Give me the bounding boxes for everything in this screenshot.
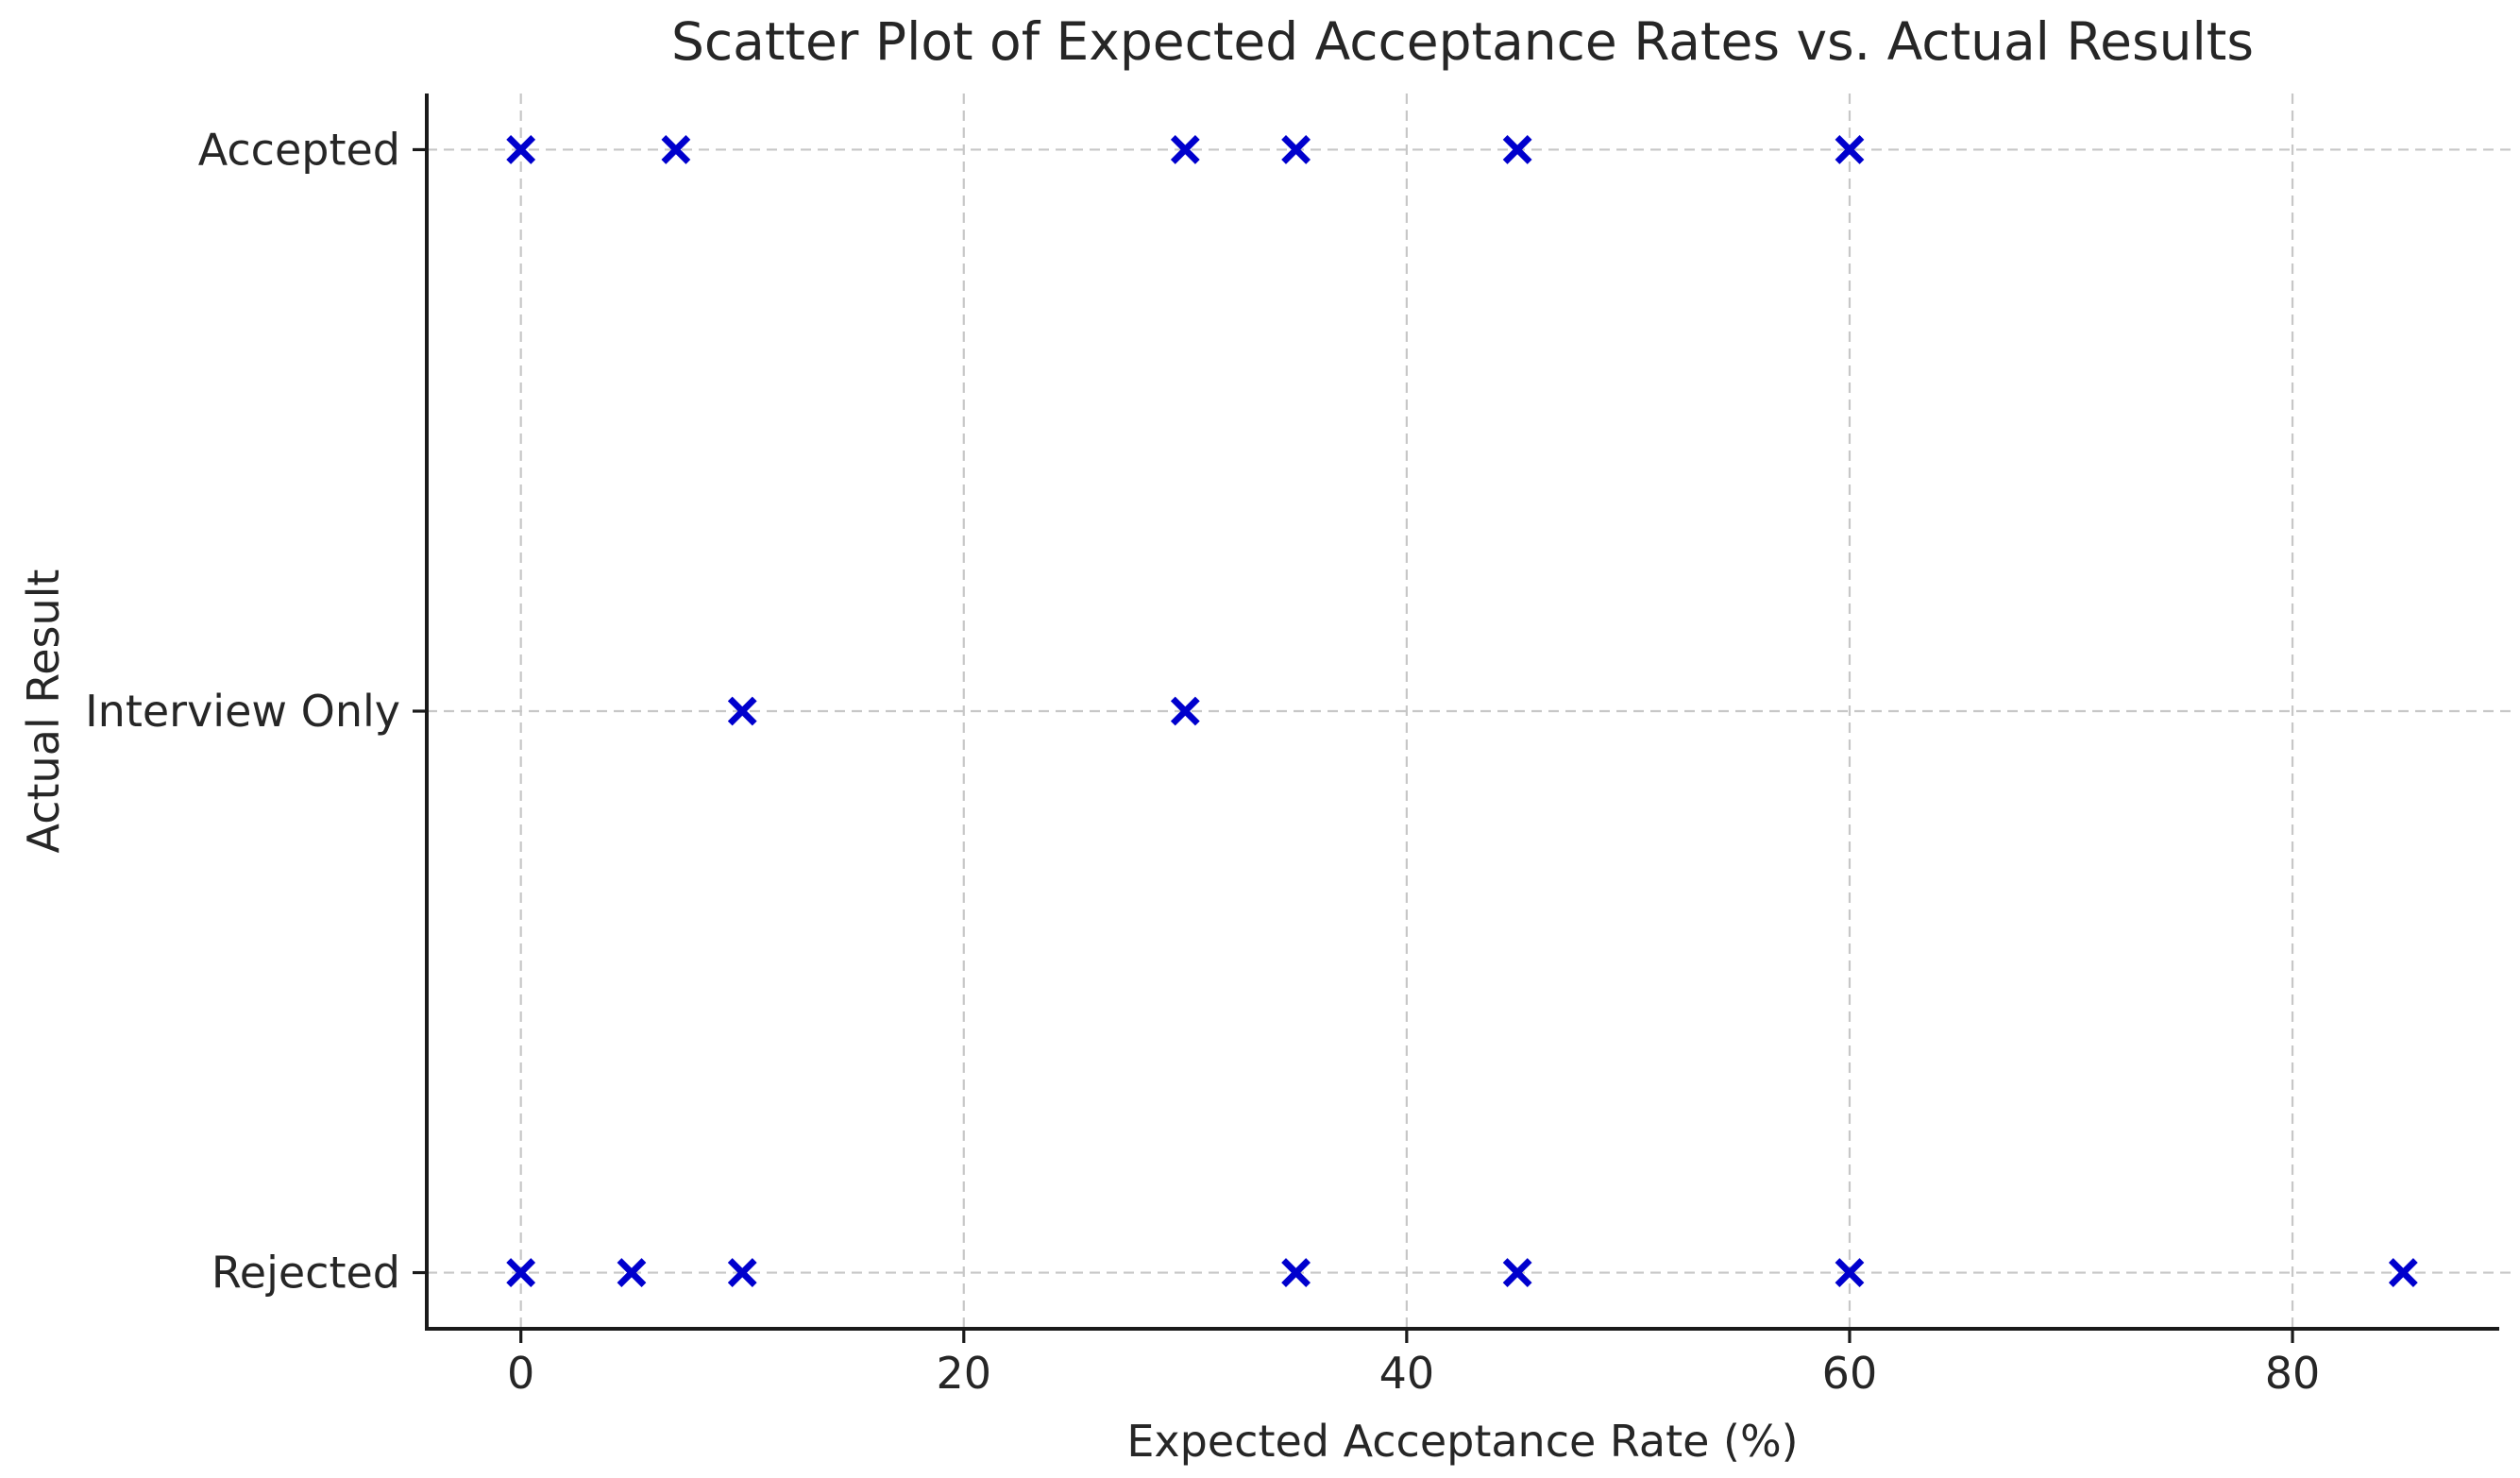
x-tick-label-2: 40 xyxy=(1379,1348,1435,1399)
scatter-marker xyxy=(1502,1258,1532,1287)
scatter-marker xyxy=(1502,135,1532,164)
scatter-marker xyxy=(727,1258,757,1287)
scatter-marker xyxy=(1170,135,1200,164)
gridlines xyxy=(427,93,2512,1329)
tick-labels: 0 20 40 60 80 Rejected Interview Only Accepted xyxy=(85,124,2320,1399)
scatter-marker xyxy=(1281,1258,1311,1287)
scatter-marker xyxy=(1835,135,1865,164)
scatter-marker xyxy=(2388,1258,2418,1287)
scatter-marker xyxy=(506,135,536,164)
scatter-marker xyxy=(506,1258,536,1287)
y-tick-label-0: Rejected xyxy=(211,1248,400,1299)
x-tick-label-1: 20 xyxy=(936,1348,991,1399)
scatter-marker xyxy=(727,696,757,726)
x-tick-label-3: 60 xyxy=(1822,1348,1878,1399)
x-axis-label: Expected Acceptance Rate (%) xyxy=(1126,1416,1798,1467)
scatter-marker xyxy=(1170,696,1200,726)
x-tick-label-0: 0 xyxy=(507,1348,534,1399)
scatter-marker xyxy=(1835,1258,1865,1287)
chart-title: Scatter Plot of Expected Acceptance Rate… xyxy=(671,11,2254,72)
data-points xyxy=(506,135,2418,1287)
x-tick-label-4: 80 xyxy=(2265,1348,2321,1399)
scatter-marker xyxy=(661,135,691,164)
y-tick-label-1: Interview Only xyxy=(85,686,400,737)
axis-ticks xyxy=(413,147,2294,1343)
y-tick-label-2: Accepted xyxy=(198,124,400,175)
scatter-marker xyxy=(1281,135,1311,164)
y-axis-label: Actual Result xyxy=(18,569,69,854)
scatter-marker xyxy=(617,1258,647,1287)
